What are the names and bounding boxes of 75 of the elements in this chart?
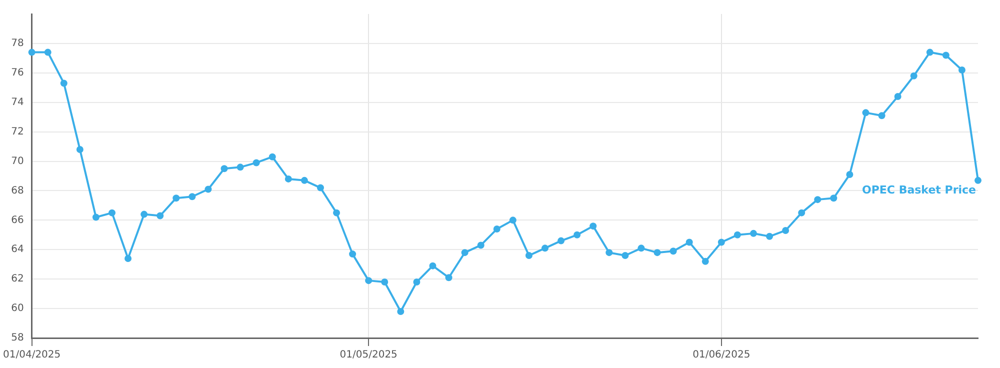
y-tick-label: 60 (11, 303, 24, 314)
point (300, 176, 308, 184)
y-tick-label: 66 (11, 214, 24, 226)
point (28, 48, 36, 56)
y-tick-label: 62 (11, 274, 24, 285)
point (878, 112, 886, 120)
point (670, 248, 677, 255)
point (622, 252, 629, 260)
point (413, 278, 420, 286)
point (846, 171, 854, 178)
point (44, 48, 52, 56)
point (268, 153, 276, 160)
point (493, 226, 500, 233)
point (686, 238, 693, 246)
point (798, 209, 806, 216)
point (429, 262, 436, 270)
y-tick-label: 68 (11, 185, 24, 196)
point (220, 165, 228, 172)
point (654, 249, 661, 256)
point (574, 231, 581, 238)
point (445, 274, 452, 282)
point (814, 196, 822, 204)
point (974, 176, 982, 184)
y-tick-label: 58 (11, 332, 24, 344)
y-tick-label: 64 (11, 244, 24, 256)
point (958, 66, 966, 74)
point (156, 212, 164, 220)
point (188, 193, 196, 200)
point (397, 308, 404, 315)
x-tick-label: 01/04/2025 (3, 350, 61, 361)
point (333, 209, 340, 216)
point (542, 244, 548, 252)
x-tick-label: 01/06/2025 (692, 350, 750, 361)
point (124, 254, 132, 262)
point (284, 175, 292, 182)
point (702, 258, 709, 265)
x-tick-label: 01/05/2025 (340, 350, 398, 361)
point (766, 232, 774, 240)
y-tick-label: 72 (11, 126, 24, 138)
point (638, 244, 645, 252)
point (92, 214, 100, 221)
point (509, 216, 516, 224)
series-label: OPEC Basket Price (862, 183, 976, 196)
point (558, 237, 565, 244)
point (894, 92, 902, 100)
point (718, 238, 725, 246)
point (172, 194, 180, 202)
point (140, 210, 148, 218)
point (477, 242, 484, 249)
point (782, 226, 790, 234)
y-tick-label: 76 (11, 68, 24, 79)
point (381, 278, 388, 286)
point (365, 277, 372, 284)
y-tick-label: 74 (11, 96, 24, 108)
y-tick-label: 78 (11, 38, 24, 50)
point (252, 159, 260, 166)
point (204, 186, 212, 193)
point (942, 52, 950, 59)
y-tick-label: 70 (11, 156, 24, 167)
point (236, 164, 244, 171)
point (60, 80, 68, 87)
point (349, 250, 356, 258)
point (926, 48, 934, 56)
point (862, 109, 870, 116)
point (910, 72, 918, 80)
point (525, 252, 532, 260)
point (76, 146, 84, 153)
point (590, 222, 597, 230)
point (461, 249, 468, 256)
point (606, 249, 613, 256)
point (316, 184, 324, 192)
point (108, 209, 116, 216)
point (830, 194, 838, 202)
point (734, 231, 741, 238)
point (750, 230, 757, 237)
